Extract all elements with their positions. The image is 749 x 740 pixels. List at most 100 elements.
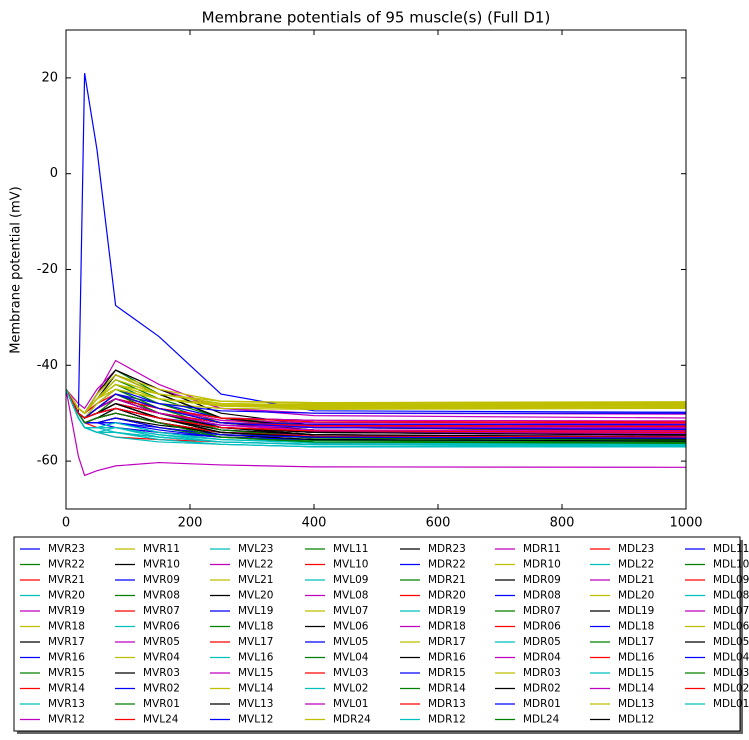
legend-label: MVL23 — [238, 543, 273, 555]
legend-label: MVR14 — [48, 683, 85, 695]
legend-label: MDR18 — [428, 621, 466, 633]
legend-label: MVL06 — [333, 621, 369, 633]
legend-label: MDL23 — [618, 543, 654, 555]
legend-label: MDL10 — [713, 559, 749, 571]
legend-label: MVR05 — [143, 636, 180, 648]
legend-label: MVR01 — [143, 698, 180, 710]
legend-label: MDR01 — [523, 698, 561, 710]
legend-label: MDR15 — [428, 667, 466, 679]
y-tick-label: -20 — [37, 262, 58, 277]
legend-label: MVR02 — [143, 683, 180, 695]
y-tick-label: -60 — [37, 454, 58, 469]
legend-label: MVL20 — [238, 590, 273, 602]
legend-label: MVL16 — [238, 652, 274, 664]
legend-label: MDL15 — [618, 667, 654, 679]
legend-label: MDL14 — [618, 683, 655, 695]
legend-label: MVR11 — [143, 543, 180, 555]
legend-label: MDR07 — [523, 605, 561, 617]
legend-label: MDR12 — [428, 714, 466, 726]
legend-label: MDL09 — [713, 574, 749, 586]
legend-label: MDL02 — [713, 683, 749, 695]
plot-lines — [66, 73, 686, 477]
legend-label: MVR04 — [143, 652, 180, 664]
legend-label: MDR11 — [523, 543, 561, 555]
legend-label: MDL05 — [713, 636, 749, 648]
legend-label: MVR18 — [48, 621, 85, 633]
legend-label: MDL20 — [618, 590, 654, 602]
legend-label: MDL12 — [618, 714, 654, 726]
legend-label: MDL06 — [713, 621, 749, 633]
legend-label: MDR03 — [523, 667, 561, 679]
legend-label: MVL24 — [143, 714, 179, 726]
legend-label: MVL01 — [333, 698, 368, 710]
legend-label: MDL22 — [618, 559, 654, 571]
legend-label: MVL02 — [333, 683, 368, 695]
legend-label: MVL18 — [238, 621, 273, 633]
legend-label: MVR09 — [143, 574, 180, 586]
legend-label: MDR19 — [428, 605, 466, 617]
legend-label: MVL07 — [333, 605, 368, 617]
legend-label: MVL05 — [333, 636, 368, 648]
legend-box — [13, 536, 741, 732]
legend-label: MDL16 — [618, 652, 655, 664]
chart-title: Membrane potentials of 95 muscle(s) (Ful… — [202, 9, 551, 27]
legend-label: MVR03 — [143, 667, 180, 679]
legend-label: MVL03 — [333, 667, 368, 679]
x-tick-label: 1000 — [669, 516, 702, 531]
legend-label: MVL13 — [238, 698, 273, 710]
legend-label: MVR13 — [48, 698, 85, 710]
legend-label: MDR16 — [428, 652, 466, 664]
legend-label: MDR22 — [428, 559, 466, 571]
legend-label: MDL04 — [713, 652, 749, 664]
legend-label: MVR12 — [48, 714, 85, 726]
legend-label: MDR05 — [523, 636, 561, 648]
legend-label: MDR08 — [523, 590, 561, 602]
legend-label: MDL03 — [713, 667, 749, 679]
y-tick-label: 0 — [50, 166, 58, 181]
legend-label: MDR04 — [523, 652, 561, 664]
legend-label: MDR23 — [428, 543, 466, 555]
legend-label: MDR13 — [428, 698, 466, 710]
legend-label: MVR06 — [143, 621, 180, 633]
legend-label: MVR23 — [48, 543, 85, 555]
legend-label: MDL01 — [713, 698, 749, 710]
series-line — [66, 388, 686, 444]
legend-label: MVL17 — [238, 636, 273, 648]
legend-label: MVL04 — [333, 652, 369, 664]
legend-label: MDL21 — [618, 574, 654, 586]
legend-label: MVL19 — [238, 605, 273, 617]
legend-label: MVL15 — [238, 667, 273, 679]
y-tick-label: -40 — [37, 358, 58, 373]
legend-label: MVR20 — [48, 590, 85, 602]
legend-label: MDR09 — [523, 574, 561, 586]
legend-label: MVR08 — [143, 590, 180, 602]
y-axis-label: Membrane potential (mV) — [9, 186, 24, 353]
x-tick-label: 200 — [178, 516, 203, 531]
series-line — [66, 389, 686, 447]
legend-label: MVL10 — [333, 559, 368, 571]
legend-label: MVL11 — [333, 543, 368, 555]
legend-label: MVL08 — [333, 590, 368, 602]
x-tick-label: 600 — [426, 516, 451, 531]
series-line — [66, 389, 686, 477]
legend-label: MDL11 — [713, 543, 749, 555]
legend-label: MDR24 — [333, 714, 371, 726]
legend-label: MDL07 — [713, 605, 749, 617]
legend-label: MVL09 — [333, 574, 368, 586]
legend-label: MVL14 — [238, 683, 274, 695]
legend-label: MDR02 — [523, 683, 561, 695]
legend-label: MVR10 — [143, 559, 180, 571]
legend-label: MVL12 — [238, 714, 273, 726]
legend-label: MDL24 — [523, 714, 560, 726]
legend-label: MDR14 — [428, 683, 466, 695]
legend-label: MVR15 — [48, 667, 85, 679]
legend-label: MDL18 — [618, 621, 654, 633]
legend-label: MVR21 — [48, 574, 85, 586]
legend-label: MDR06 — [523, 621, 561, 633]
legend-label: MVR07 — [143, 605, 180, 617]
legend-label: MDR20 — [428, 590, 466, 602]
legend-label: MDR17 — [428, 636, 466, 648]
series-line — [66, 383, 686, 415]
x-tick-label: 400 — [302, 516, 327, 531]
